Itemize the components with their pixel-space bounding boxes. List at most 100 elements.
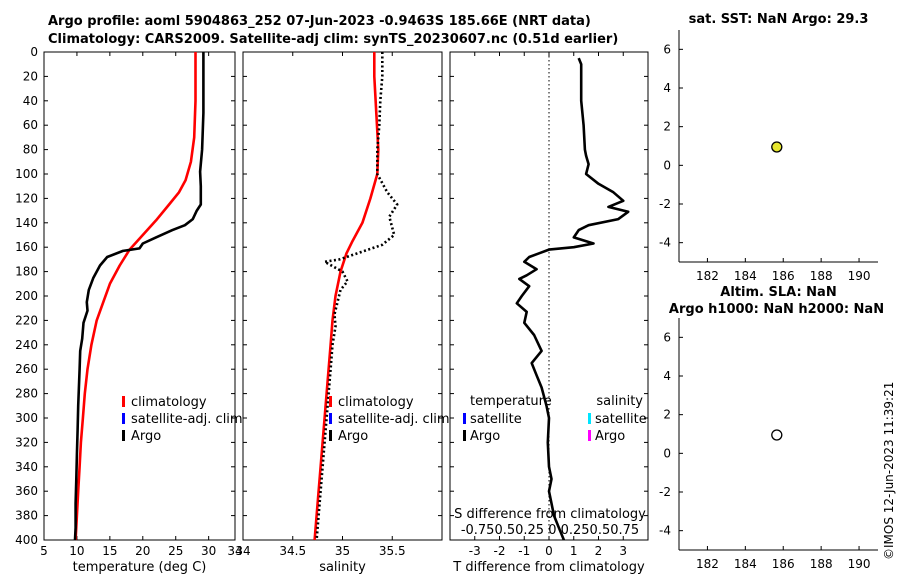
depth-tick-label-100: 100 [15,167,38,181]
salinity-panel-legend-swatch [329,430,332,441]
sla-panel-xtick-label: 182 [696,557,719,571]
temperature-panel-xtick-label: 10 [69,544,84,558]
depth-tick-label-80: 80 [23,143,38,157]
sla-panel-title-line2: Argo h1000: NaN h2000: NaN [669,302,884,317]
temperature-panel-xlabel: temperature (deg C) [73,560,207,575]
difference-panel-xtick-label: -1 [518,544,530,558]
difference-panel-legend-salinity-label: Argo [595,429,625,444]
difference-panel-xtick-label: 3 [619,544,627,558]
salinity-panel-xtick-label: 34.5 [279,544,306,558]
sst-panel-ytick-label: 2 [663,120,671,134]
depth-tick-label-380: 380 [15,509,38,523]
difference-panel-top-ticklabels: -0.750.50.25 0 0.250.50.75 [461,523,639,538]
salinity-panel-legend-swatch [329,413,332,424]
difference-panel-legend-swatch [588,413,591,424]
figure-title-line2: Climatology: CARS2009. Satellite-adj cli… [48,32,619,47]
temperature-panel-xtick-label: 25 [168,544,183,558]
depth-tick-label-180: 180 [15,265,38,279]
temperature-panel-xtick-label: 5 [40,544,48,558]
salinity-panel-legend-label: climatology [338,395,414,410]
depth-tick-label-400: 400 [15,533,38,547]
difference-panel-xlabel: T difference from climatology [452,560,645,575]
depth-tick-label-260: 260 [15,362,38,376]
temperature-panel-legend-swatch [122,396,125,407]
sla-panel-xtick-label: 190 [848,557,871,571]
sla-panel-ytick-label: -4 [659,524,671,538]
depth-tick-label-0: 0 [30,45,38,59]
depth-tick-label-280: 280 [15,387,38,401]
difference-panel-series-t-difference-argo [515,57,630,541]
depth-tick-label-200: 200 [15,289,38,303]
salinity-panel-xtick-label: 35 [335,544,350,558]
sst-panel-xtick-label: 186 [772,269,795,283]
depth-tick-label-360: 360 [15,484,38,498]
temperature-panel-legend-label: climatology [131,395,207,410]
difference-panel-xtick-label: 1 [570,544,578,558]
sst-panel-point [771,141,783,153]
difference-panel-legend-swatch [588,430,591,441]
salinity-panel-frame [242,51,443,541]
depth-tick-label-240: 240 [15,338,38,352]
difference-panel-legend-salinity-heading: salinity [596,394,643,409]
sla-panel-ytick-label: 4 [663,369,671,383]
difference-panel-legend-temperature-label: Argo [470,429,500,444]
temperature-panel-legend-label: satellite-adj. clim [131,412,243,427]
sla-panel-ytick-label: 6 [663,330,671,344]
depth-tick-label-120: 120 [15,191,38,205]
temperature-panel-xtick-label: 30 [201,544,216,558]
sla-panel-ytick-label: 0 [663,446,671,460]
sst-panel-xtick-label: 184 [734,269,757,283]
sla-panel-point [771,429,783,441]
temperature-panel-series-climatology [74,52,197,541]
temperature-panel-xtick-label: 34 [227,544,242,558]
salinity-panel-xtick-label: 34 [235,544,250,558]
sla-panel-xtick-label: 184 [734,557,757,571]
sst-panel-xtick-label: 188 [810,269,833,283]
temperature-panel-xtick-label: 20 [135,544,150,558]
sla-panel-title-line1: Altim. SLA: NaN [720,285,836,300]
salinity-panel-legend-swatch [329,396,332,407]
difference-panel-xtick-label: 0 [545,544,553,558]
sst-panel-xtick-label: 190 [848,269,871,283]
figure-title-line1: Argo profile: aoml 5904863_252 07-Jun-20… [48,14,591,29]
sla-panel-ytick-label: 2 [663,408,671,422]
sst-panel-ytick-label: 6 [663,42,671,56]
sst-panel-ytick-label: -4 [659,236,671,250]
depth-tick-label-300: 300 [15,411,38,425]
salinity-panel-series-climatology [313,52,380,541]
depth-tick-label-60: 60 [23,118,38,132]
depth-tick-label-320: 320 [15,435,38,449]
difference-panel-legend-swatch [463,430,466,441]
sst-panel-ytick-label: 0 [663,158,671,172]
difference-panel-legend-salinity-label: satellite [595,412,647,427]
difference-panel-legend-temperature-heading: temperature [470,394,552,409]
salinity-panel-xtick-label: 35.5 [379,544,406,558]
sst-panel-title: sat. SST: NaN Argo: 29.3 [689,12,869,27]
difference-panel-legend-temperature-label: satellite [470,412,522,427]
salinity-panel-legend-label: Argo [338,429,368,444]
difference-panel-xtick-label: -2 [494,544,506,558]
difference-panel-xtick-label: -3 [469,544,481,558]
salinity-panel-legend-label: satellite-adj. clim [338,412,450,427]
depth-tick-label-340: 340 [15,460,38,474]
depth-tick-label-20: 20 [23,69,38,83]
sla-panel-ytick-label: -2 [659,485,671,499]
difference-panel-legend-swatch [463,413,466,424]
depth-tick-label-140: 140 [15,216,38,230]
temperature-panel-frame [43,51,236,541]
sla-panel-xtick-label: 188 [810,557,833,571]
difference-panel-top-label: S difference from climatology [454,507,646,522]
sst-panel-ytick-label: 4 [663,81,671,95]
temperature-panel-legend-label: Argo [131,429,161,444]
temperature-panel-xtick-label: 15 [102,544,117,558]
difference-panel-xtick-label: 2 [595,544,603,558]
temperature-panel-legend-swatch [122,413,125,424]
depth-tick-label-220: 220 [15,313,38,327]
salinity-panel-xlabel: salinity [319,560,366,575]
sst-panel-ytick-label: -2 [659,197,671,211]
depth-tick-label-40: 40 [23,94,38,108]
temperature-panel-series-argo [73,52,205,541]
temperature-panel-legend-swatch [122,430,125,441]
sla-panel-xtick-label: 186 [772,557,795,571]
